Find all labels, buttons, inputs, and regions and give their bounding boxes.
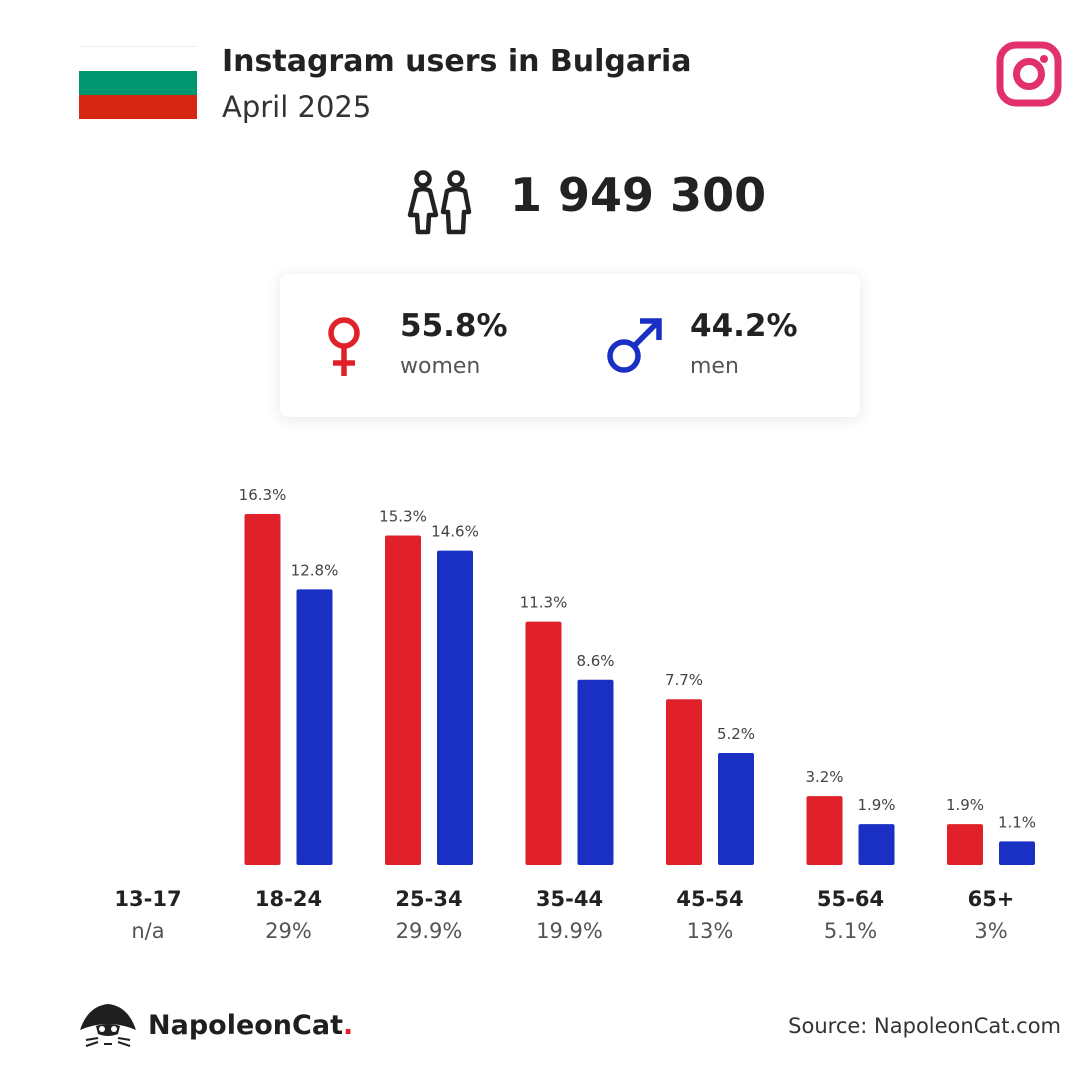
brand-name: NapoleonCat.: [148, 1010, 353, 1041]
bar-women-35-44: [525, 621, 562, 865]
women-label: women: [400, 354, 481, 379]
data-label-men-35-44: 8.6%: [576, 652, 614, 670]
page-title: Instagram users in Bulgaria: [222, 44, 692, 79]
category-label-65+: 65+: [968, 887, 1015, 911]
category-label-35-44: 35-44: [536, 887, 603, 911]
category-total-35-44: 19.9%: [536, 919, 603, 943]
data-label-men-45-54: 5.2%: [717, 725, 755, 743]
data-label-women-45-54: 7.7%: [665, 671, 703, 689]
men-percentage: 44.2%: [690, 308, 798, 344]
category-total-65+: 3%: [974, 919, 1007, 943]
category-total-55-64: 5.1%: [824, 919, 877, 943]
bar-women-45-54: [666, 699, 702, 865]
data-label-women-55-64: 3.2%: [805, 768, 843, 786]
bar-men-55-64: [858, 824, 895, 865]
category-total-45-54: 13%: [687, 919, 734, 943]
flag-stripe-white: [79, 46, 197, 71]
category-total-18-24: 29%: [265, 919, 312, 943]
data-label-men-55-64: 1.9%: [857, 796, 895, 814]
people-icon: [407, 170, 472, 235]
age-gender-bar-chart: 13-17 n/a 16.3% 12.8% 18-24 29% 15.3%14.6% 25-3…: [114, 486, 1036, 943]
data-label-men-65+: 1.1%: [998, 813, 1036, 831]
data-label-women-25-34: 15.3%: [379, 508, 427, 526]
bar-women-65+: [947, 824, 983, 865]
bar-men-18-24: [296, 589, 333, 865]
brand-name-text: NapoleonCat: [148, 1010, 343, 1041]
bar-men-45-54: [718, 753, 754, 865]
category-label-18-24: 18-24: [255, 887, 322, 911]
data-label-men-25-34: 14.6%: [431, 523, 479, 541]
data-label-women-18-24: 16.3%: [239, 486, 287, 504]
category-label-45-54: 45-54: [676, 887, 743, 911]
flag-stripe-green: [79, 71, 197, 95]
women-percentage: 55.8%: [400, 308, 508, 344]
total-users: 1 949 300: [510, 168, 767, 222]
gender-split-card: 55.8% women 44.2% men: [280, 274, 860, 417]
bar-women-55-64: [806, 796, 843, 865]
bulgaria-flag: [79, 46, 197, 119]
page-subtitle: April 2025: [222, 90, 372, 124]
male-icon: [607, 318, 662, 373]
category-total-13-17: n/a: [131, 919, 164, 943]
category-total-25-34: 29.9%: [396, 919, 463, 943]
data-label-women-65+: 1.9%: [946, 796, 984, 814]
data-label-women-35-44: 11.3%: [520, 594, 568, 612]
bar-women-25-34: [385, 535, 421, 865]
brand-dot: .: [342, 1010, 354, 1041]
men-label: men: [690, 354, 739, 379]
source-note: Source: NapoleonCat.com: [788, 1014, 1061, 1038]
bar-women-18-24: [244, 514, 281, 865]
bar-men-65+: [999, 841, 1035, 865]
bar-men-35-44: [577, 679, 614, 865]
data-label-men-18-24: 12.8%: [291, 561, 339, 579]
napoleoncat-logo: [80, 1004, 136, 1047]
category-label-25-34: 25-34: [395, 887, 462, 911]
category-label-13-17: 13-17: [114, 887, 181, 911]
bar-men-25-34: [437, 550, 473, 865]
flag-stripe-red: [79, 95, 197, 119]
category-label-55-64: 55-64: [817, 887, 884, 911]
instagram-icon: [996, 41, 1062, 107]
female-icon: [328, 317, 360, 376]
